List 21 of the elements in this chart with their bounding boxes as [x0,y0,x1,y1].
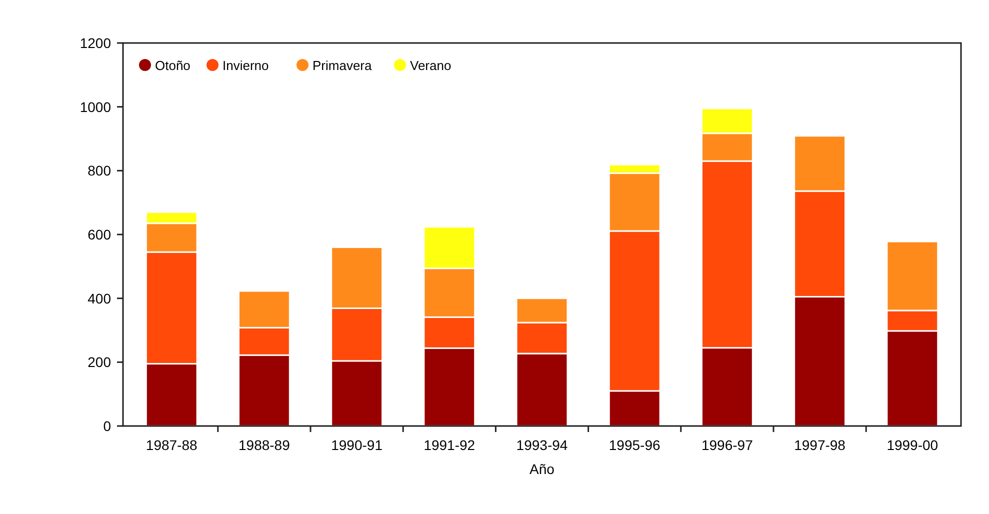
y-tick-label: 200 [88,354,112,370]
x-tick-label: 1988-89 [238,437,290,453]
y-tick-label: 1000 [80,98,112,115]
y-tick-label: 400 [88,290,112,306]
y-tick-label: 600 [88,226,112,242]
legend-label: Verano [410,58,452,73]
x-tick-label: 1995-96 [608,437,660,453]
x-axis-title: Año [530,461,555,477]
x-tick-label: 1990-91 [331,437,383,453]
x-tick-label: 1997-98 [794,437,846,453]
x-tick-label: 1999-00 [886,437,938,453]
y-tick-label: 800 [88,162,112,179]
y-tick-label: 1200 [80,35,112,51]
legend-label: Otoño [155,58,190,73]
legend-label: Primavera [312,58,373,73]
x-tick-label: 1987-88 [146,437,198,453]
x-tick-label: 1993-94 [516,437,568,453]
x-tick-label: 1991-92 [424,437,476,453]
x-tick-label: 1996-97 [702,437,754,453]
y-tick-label: 0 [103,418,112,434]
legend-label: Invierno [222,58,269,73]
